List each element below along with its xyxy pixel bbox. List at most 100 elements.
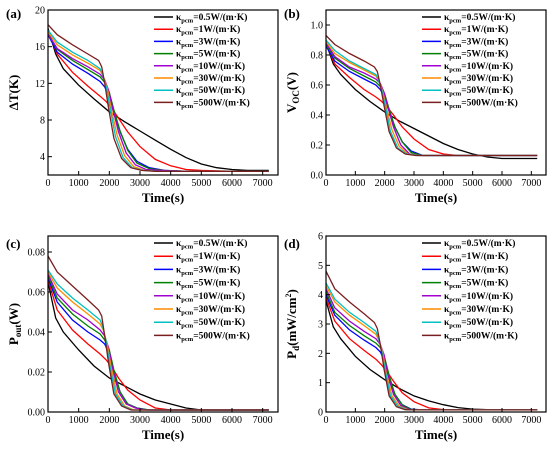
legend-label: κpcm=1W/(m·K) bbox=[176, 24, 240, 37]
legend-label: κpcm=500W/(m·K) bbox=[176, 330, 250, 343]
legend-label: κpcm=500W/(m·K) bbox=[444, 97, 518, 110]
legend-label: κpcm=3W/(m·K) bbox=[444, 264, 508, 277]
series-line bbox=[325, 35, 538, 157]
chart-panel: 0 1000 2000 3000 4000 5000 6000 7000 0.0 0.2 0.4 0.… bbox=[284, 6, 547, 205]
series-line bbox=[47, 28, 269, 172]
series-line bbox=[47, 31, 269, 172]
x-axis-label: Time(s) bbox=[415, 427, 457, 442]
series-line bbox=[325, 282, 538, 411]
x-tick-label: 7000 bbox=[521, 415, 541, 426]
x-tick-label: 0 bbox=[46, 415, 51, 426]
series-line bbox=[325, 300, 538, 411]
y-tick-label: 5 bbox=[318, 261, 323, 272]
x-tick-label: 1000 bbox=[345, 178, 365, 189]
x-tick-label: 2000 bbox=[375, 415, 395, 426]
x-tick-label: 4000 bbox=[433, 178, 453, 189]
legend-label: κpcm=0.5W/(m·K) bbox=[176, 12, 247, 25]
legend-label: κpcm=1W/(m·K) bbox=[444, 251, 508, 264]
x-tick-label: 0 bbox=[324, 178, 329, 189]
panel-label: (b) bbox=[284, 6, 300, 21]
x-tick-label: 0 bbox=[46, 178, 51, 189]
x-tick-label: 5000 bbox=[463, 178, 483, 189]
x-tick-label: 5000 bbox=[191, 178, 211, 189]
plot-frame bbox=[47, 9, 279, 176]
y-tick-label: 1 bbox=[318, 378, 323, 389]
legend-label: κpcm=1W/(m·K) bbox=[444, 24, 508, 37]
y-tick-label: 6 bbox=[318, 232, 323, 243]
y-tick-label: 0.00 bbox=[28, 408, 46, 419]
legend-label: κpcm=3W/(m·K) bbox=[176, 36, 240, 49]
x-tick-label: 3000 bbox=[130, 415, 150, 426]
y-tick-label: 0.04 bbox=[28, 328, 46, 339]
y-tick-label: 20 bbox=[35, 6, 45, 17]
y-axis-label: VOC(V) bbox=[284, 72, 301, 113]
legend-label: κpcm=0.5W/(m·K) bbox=[176, 238, 247, 251]
y-tick-label: 0.8 bbox=[311, 51, 324, 62]
legend-label: κpcm=30W/(m·K) bbox=[444, 73, 513, 86]
x-tick-label: 4000 bbox=[433, 415, 453, 426]
x-tick-label: 6000 bbox=[492, 415, 512, 426]
legend-label: κpcm=1W/(m·K) bbox=[176, 251, 240, 264]
legend-label: κpcm=50W/(m·K) bbox=[444, 317, 513, 330]
x-tick-label: 0 bbox=[324, 415, 329, 426]
legend-label: κpcm=10W/(m·K) bbox=[444, 61, 513, 74]
legend-label: κpcm=50W/(m·K) bbox=[176, 317, 245, 330]
y-axis-label: Pd(mW/cm2) bbox=[284, 289, 301, 359]
y-tick-label: 16 bbox=[35, 42, 45, 53]
x-tick-label: 3000 bbox=[130, 178, 150, 189]
legend-label: κpcm=50W/(m·K) bbox=[176, 85, 245, 98]
legend-label: κpcm=5W/(m·K) bbox=[444, 278, 508, 291]
legend-label: κpcm=0.5W/(m·K) bbox=[444, 12, 515, 25]
y-tick-label: 0.08 bbox=[28, 248, 46, 259]
x-tick-label: 1000 bbox=[345, 415, 365, 426]
panel-label: (d) bbox=[284, 236, 300, 251]
x-tick-label: 2000 bbox=[99, 415, 119, 426]
legend-label: κpcm=10W/(m·K) bbox=[176, 61, 245, 74]
y-tick-label: 0.02 bbox=[28, 368, 46, 379]
x-tick-label: 6000 bbox=[492, 178, 512, 189]
x-tick-label: 1000 bbox=[69, 415, 89, 426]
x-tick-label: 6000 bbox=[222, 415, 242, 426]
legend-label: κpcm=5W/(m·K) bbox=[176, 278, 240, 291]
x-tick-label: 4000 bbox=[161, 415, 181, 426]
legend-label: κpcm=0.5W/(m·K) bbox=[444, 238, 515, 251]
legend-label: κpcm=5W/(m·K) bbox=[176, 49, 240, 62]
y-tick-label: 3 bbox=[318, 320, 323, 331]
x-tick-label: 7000 bbox=[253, 415, 273, 426]
legend-label: κpcm=10W/(m·K) bbox=[444, 291, 513, 304]
legend-label: κpcm=3W/(m·K) bbox=[176, 264, 240, 277]
x-tick-label: 6000 bbox=[222, 178, 242, 189]
y-tick-label: 0.6 bbox=[311, 81, 324, 92]
y-tick-label: 0.4 bbox=[311, 111, 324, 122]
x-axis-label: Time(s) bbox=[142, 190, 184, 205]
y-axis-label: ΔT(K) bbox=[6, 75, 21, 111]
x-axis-label: Time(s) bbox=[415, 190, 457, 205]
legend-label: κpcm=30W/(m·K) bbox=[176, 304, 245, 317]
chart-panel: 0 1000 2000 3000 4000 5000 6000 7000 4 8 12 16 20 Tim… bbox=[6, 6, 279, 205]
chart-panel: 0 1000 2000 3000 4000 5000 6000 7000 0.00 0.02 0.0… bbox=[6, 235, 279, 442]
y-tick-label: 0.0 bbox=[311, 171, 324, 182]
y-tick-label: 4 bbox=[318, 290, 323, 301]
y-tick-label: 0 bbox=[318, 408, 323, 419]
plot-frame bbox=[47, 235, 279, 413]
x-tick-label: 5000 bbox=[191, 415, 211, 426]
legend-label: κpcm=50W/(m·K) bbox=[444, 85, 513, 98]
y-tick-label: 8 bbox=[40, 116, 45, 127]
y-tick-label: 0.06 bbox=[28, 288, 46, 299]
y-tick-label: 1.0 bbox=[311, 21, 324, 32]
y-tick-label: 0.2 bbox=[311, 141, 324, 152]
legend-label: κpcm=3W/(m·K) bbox=[444, 36, 508, 49]
legend-label: κpcm=30W/(m·K) bbox=[444, 304, 513, 317]
legend-label: κpcm=500W/(m·K) bbox=[444, 330, 518, 343]
x-tick-label: 2000 bbox=[375, 178, 395, 189]
legend-label: κpcm=5W/(m·K) bbox=[444, 49, 508, 62]
panel-label: (a) bbox=[6, 6, 21, 21]
y-axis-label: Pout(W) bbox=[6, 303, 23, 345]
y-tick-label: 2 bbox=[318, 349, 323, 360]
panel-label: (c) bbox=[6, 236, 20, 251]
chart-panel: 0 1000 2000 3000 4000 5000 6000 7000 0 1 2 3 4 5 6 Time… bbox=[284, 232, 547, 442]
x-tick-label: 3000 bbox=[404, 415, 424, 426]
plot-frame bbox=[325, 9, 547, 176]
x-tick-label: 4000 bbox=[161, 178, 181, 189]
